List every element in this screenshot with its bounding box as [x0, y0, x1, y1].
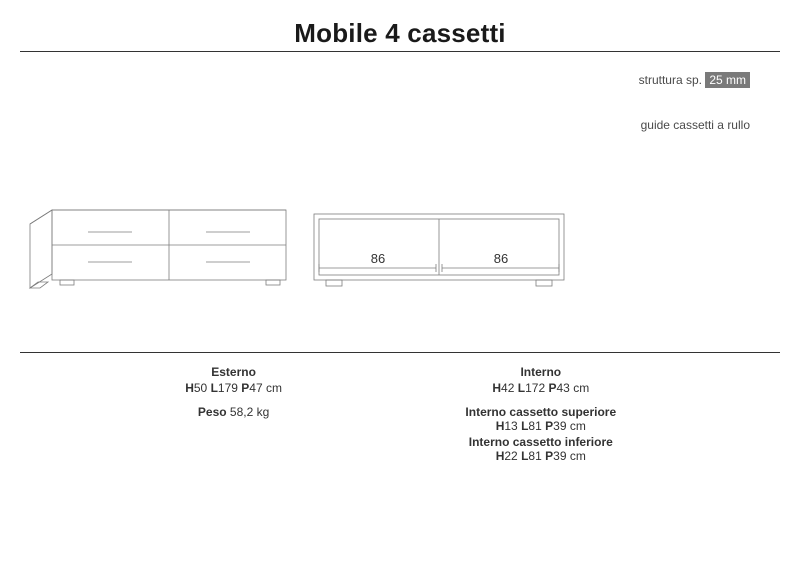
interno-p: 43: [556, 381, 569, 395]
interno-h: 42: [501, 381, 514, 395]
inf-l: 81: [528, 449, 541, 463]
drawing-front: [28, 202, 290, 292]
peso-value: 58,2 kg: [230, 405, 269, 419]
cassetto-inf-title: Interno cassetto inferiore: [387, 435, 694, 449]
sup-l: 81: [528, 419, 541, 433]
esterno-title: Esterno: [80, 365, 387, 379]
cassetto-sup-title: Interno cassetto superiore: [387, 405, 694, 419]
compartment-label-right: 86: [494, 251, 508, 266]
drawing-open-svg: 86 86: [312, 208, 566, 292]
meta-structure-badge: 25 mm: [705, 72, 750, 88]
esterno-unit: cm: [266, 381, 282, 395]
specs-interno: Interno H42 L172 P43 cm Interno cassetto…: [387, 365, 694, 465]
interno-title: Interno: [387, 365, 694, 379]
interno-dims: H42 L172 P43 cm: [387, 381, 694, 395]
meta-guides: guide cassetti a rullo: [20, 117, 750, 134]
esterno-peso: Peso 58,2 kg: [80, 405, 387, 419]
cassetto-sup-dims: H13 L81 P39 cm: [387, 419, 694, 433]
meta-structure: struttura sp. 25 mm: [20, 72, 750, 89]
compartment-label-left: 86: [371, 251, 385, 266]
meta-structure-label: struttura sp.: [639, 73, 702, 87]
page-title: Mobile 4 cassetti: [20, 18, 780, 49]
inf-unit: cm: [570, 449, 586, 463]
drawing-front-svg: [28, 202, 290, 292]
drawings-row: 86 86: [20, 162, 780, 292]
peso-label: Peso: [198, 405, 227, 419]
esterno-p: 47: [249, 381, 262, 395]
interno-l: 172: [525, 381, 545, 395]
sup-h: 13: [504, 419, 517, 433]
sup-unit: cm: [570, 419, 586, 433]
meta-block: struttura sp. 25 mm guide cassetti a rul…: [20, 52, 780, 134]
specs: Esterno H50 L179 P47 cm Peso 58,2 kg Int…: [20, 353, 780, 465]
esterno-dims: H50 L179 P47 cm: [80, 381, 387, 395]
esterno-l: 179: [218, 381, 238, 395]
esterno-h: 50: [194, 381, 207, 395]
cassetto-inf-dims: H22 L81 P39 cm: [387, 449, 694, 463]
interno-unit: cm: [573, 381, 589, 395]
inf-h: 22: [504, 449, 517, 463]
specs-esterno: Esterno H50 L179 P47 cm Peso 58,2 kg: [80, 365, 387, 465]
inf-p: 39: [553, 449, 566, 463]
sup-p: 39: [553, 419, 566, 433]
drawing-open: 86 86: [312, 208, 566, 292]
